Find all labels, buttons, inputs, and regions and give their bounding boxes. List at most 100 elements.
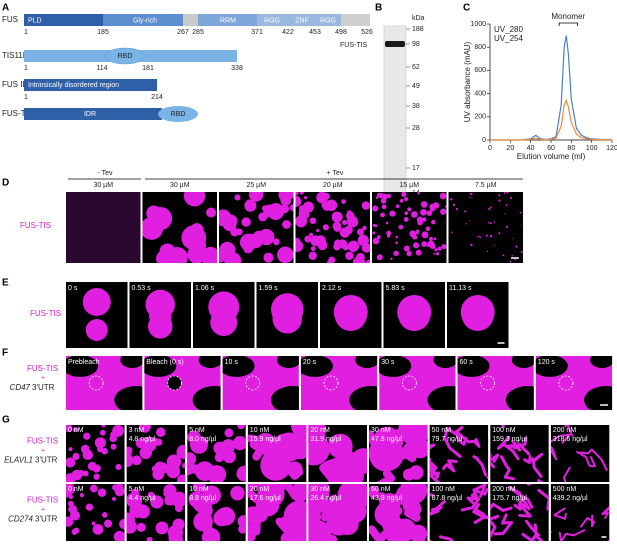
droplet: [380, 212, 385, 218]
network: [247, 484, 262, 504]
network: [496, 435, 520, 461]
marker-label: 38: [412, 103, 420, 110]
dense-phase-gap: [192, 386, 221, 410]
dense-phase-gap: [66, 356, 98, 377]
droplet: [67, 500, 74, 507]
condition-label: 10 nM: [189, 486, 209, 493]
residue: 453: [309, 29, 321, 36]
plus: +: [41, 506, 45, 513]
droplet: [322, 224, 329, 231]
roi: [401, 375, 417, 391]
droplet: [452, 203, 456, 207]
y-tick-label: 200: [474, 114, 486, 121]
group-label: + Tev: [327, 170, 344, 177]
network: [579, 514, 596, 528]
droplet: [341, 199, 346, 205]
micrograph-bg: [448, 192, 523, 263]
plus: +: [41, 447, 45, 454]
droplet: [156, 250, 173, 263]
network: [490, 453, 500, 463]
condition-label: 25 µM: [246, 182, 266, 189]
micrograph: [369, 484, 428, 541]
roi: [167, 375, 182, 391]
residue: 1: [24, 65, 28, 72]
micrograph: [550, 425, 610, 482]
droplet: [429, 242, 436, 250]
network: [293, 425, 307, 435]
dense-phase-gap: [584, 386, 613, 410]
micrograph: [550, 484, 610, 541]
x-tick-label: 100: [586, 145, 598, 152]
droplet: [498, 199, 501, 202]
droplet: [237, 515, 246, 528]
droplet: [155, 438, 163, 446]
droplet: [119, 518, 125, 530]
micrograph: [66, 425, 125, 482]
network: [377, 492, 401, 535]
droplet: [308, 433, 330, 466]
droplet: [461, 299, 494, 331]
droplet: [299, 192, 304, 195]
unit-label: kDa: [412, 15, 425, 22]
droplet: [489, 206, 492, 209]
roi: [558, 375, 574, 391]
micrograph: [535, 356, 613, 410]
network: [490, 502, 513, 512]
network: [429, 459, 438, 474]
condition-label: 15 µM: [399, 182, 419, 189]
droplet: [149, 495, 157, 502]
network: [388, 428, 415, 458]
droplet: [378, 193, 384, 199]
droplet: [115, 463, 122, 471]
droplet: [111, 496, 117, 501]
condition-label: 30 µM: [170, 182, 190, 189]
condition-label: 0 nM: [68, 427, 84, 434]
domain: [341, 14, 370, 26]
time-label: 1.59 s: [259, 285, 279, 292]
dense-phase-gap: [198, 356, 221, 368]
droplet: [278, 192, 293, 202]
legend-entry: UV_254: [494, 34, 523, 43]
x-tick-label: 0: [488, 145, 492, 152]
condition-label: 43.9 ng/µl: [371, 495, 402, 502]
droplet: [201, 485, 221, 505]
droplet: [303, 196, 308, 200]
time-label: 20 s: [303, 359, 317, 366]
annotation-bracket: [558, 22, 578, 26]
droplet: [316, 228, 320, 233]
droplet: [415, 231, 419, 235]
micrograph: [219, 192, 294, 263]
micrograph: [256, 282, 318, 348]
droplet: [342, 219, 348, 226]
sample-label: FUS-TIS: [20, 221, 51, 230]
condition-label: 20 nM: [250, 486, 270, 493]
droplet: [356, 228, 364, 236]
droplet: [512, 237, 514, 239]
droplet: [407, 207, 412, 212]
droplet: [206, 465, 218, 477]
droplet: [198, 503, 213, 518]
y-tick-label: 0: [482, 137, 486, 144]
network: [472, 455, 488, 477]
droplet: [192, 484, 206, 493]
droplet: [89, 484, 98, 493]
droplet: [493, 244, 496, 246]
droplet: [404, 197, 409, 202]
x-axis-label: Elution volume (ml): [517, 152, 586, 161]
droplet: [398, 224, 404, 230]
droplet: [436, 252, 440, 256]
droplet: [126, 512, 136, 528]
y-tick-label: 600: [474, 67, 486, 74]
condition-label: 50 nM: [432, 427, 452, 434]
droplet: [230, 486, 245, 501]
x-tick-label: 80: [567, 145, 575, 152]
droplet: [94, 437, 106, 449]
residue: 371: [251, 29, 263, 36]
droplet: [381, 204, 387, 210]
domain: [257, 14, 288, 26]
micrograph: [320, 282, 382, 348]
micrograph: [383, 282, 445, 348]
droplet: [344, 225, 353, 235]
condition-label: 20 nM: [310, 427, 330, 434]
domain: [288, 14, 315, 26]
